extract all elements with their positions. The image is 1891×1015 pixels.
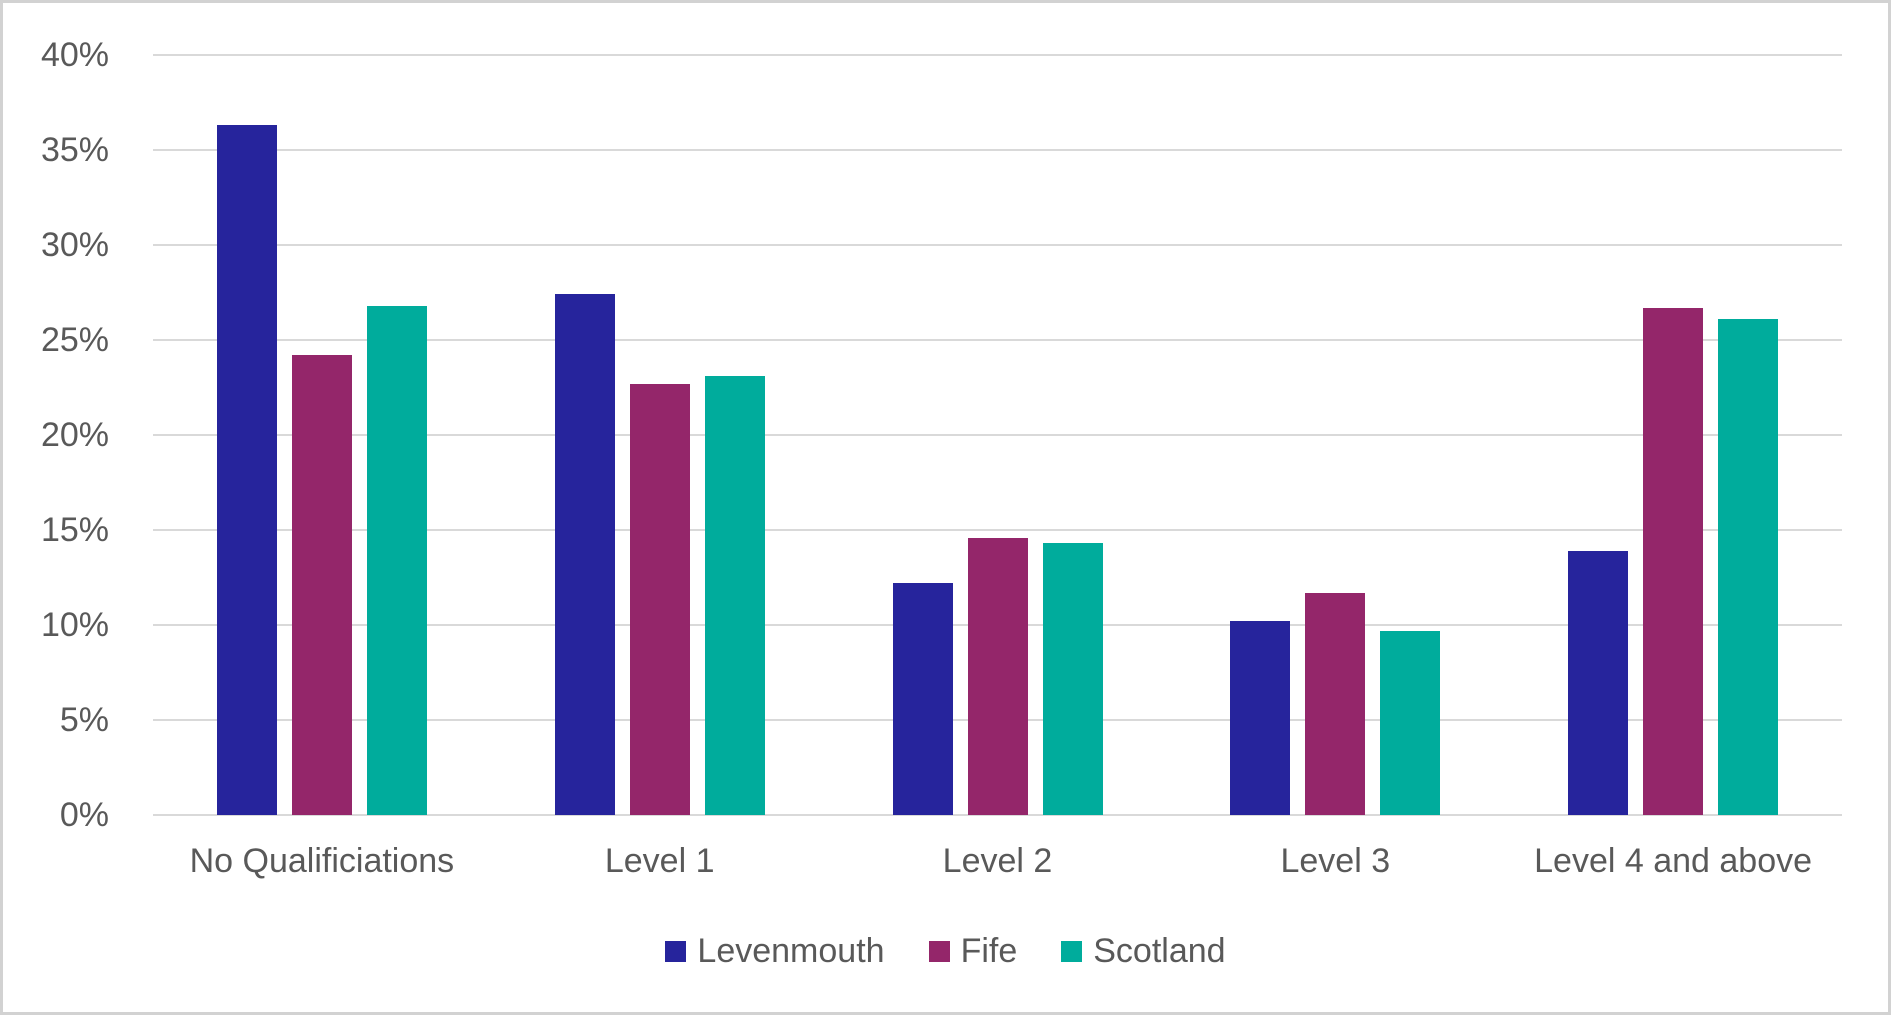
legend-swatch-icon bbox=[665, 940, 687, 962]
bar-scotland-1 bbox=[366, 305, 427, 815]
legend-label: Fife bbox=[960, 932, 1018, 970]
legend-label: Levenmouth bbox=[697, 932, 885, 970]
legend-swatch-icon bbox=[1061, 940, 1083, 962]
gridline bbox=[153, 434, 1842, 436]
bar-levenmouth-2 bbox=[554, 294, 615, 815]
legend: Levenmouth Fife Scotland bbox=[3, 929, 1888, 973]
bar-levenmouth-5 bbox=[1568, 550, 1629, 815]
legend-item-scotland: Scotland bbox=[1061, 929, 1226, 973]
bar-levenmouth-3 bbox=[892, 583, 953, 815]
gridline bbox=[153, 244, 1842, 246]
y-axis-label: 15% bbox=[40, 511, 109, 549]
y-axis-label: 25% bbox=[40, 321, 109, 359]
bar-fife-4 bbox=[1305, 592, 1366, 815]
gridline bbox=[153, 54, 1842, 56]
y-axis-label: 0% bbox=[59, 796, 109, 834]
bar-fife-3 bbox=[967, 537, 1028, 815]
bar-scotland-5 bbox=[1718, 319, 1779, 815]
plot-area bbox=[153, 54, 1842, 816]
bar-fife-1 bbox=[291, 355, 352, 815]
gridline bbox=[153, 149, 1842, 151]
y-axis-label: 10% bbox=[40, 606, 109, 644]
x-axis-label: Level 2 bbox=[942, 842, 1053, 880]
bar-fife-2 bbox=[629, 383, 690, 815]
bar-scotland-4 bbox=[1380, 630, 1441, 815]
bar-levenmouth-4 bbox=[1230, 621, 1291, 815]
legend-item-fife: Fife bbox=[928, 929, 1018, 973]
x-axis-label: No Qualificiations bbox=[189, 842, 455, 880]
bar-scotland-3 bbox=[1042, 543, 1103, 815]
gridline bbox=[153, 339, 1842, 341]
x-axis-label: Level 1 bbox=[604, 842, 715, 880]
legend-swatch-icon bbox=[928, 940, 950, 962]
y-axis-label: 35% bbox=[40, 131, 109, 169]
x-axis-label: Level 4 and above bbox=[1534, 842, 1813, 880]
gridline bbox=[153, 814, 1842, 816]
x-axis-label: Level 3 bbox=[1280, 842, 1391, 880]
bar-levenmouth-1 bbox=[216, 125, 277, 815]
y-axis-label: 40% bbox=[40, 36, 109, 74]
y-axis-label: 20% bbox=[40, 416, 109, 454]
legend-item-levenmouth: Levenmouth bbox=[665, 929, 885, 973]
gridline bbox=[153, 529, 1842, 531]
bar-fife-5 bbox=[1643, 307, 1704, 815]
bar-scotland-2 bbox=[704, 376, 765, 815]
legend-label: Scotland bbox=[1093, 932, 1226, 970]
y-axis-label: 5% bbox=[59, 701, 109, 739]
y-axis-label: 30% bbox=[40, 226, 109, 264]
